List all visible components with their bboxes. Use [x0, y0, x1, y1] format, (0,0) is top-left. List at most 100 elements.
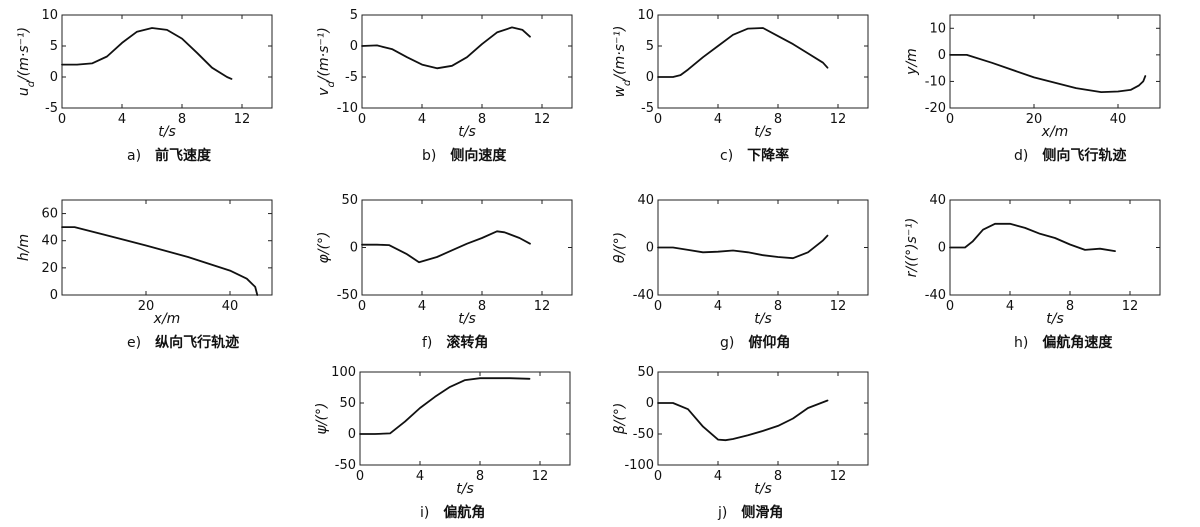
- y-tick-label: 0: [646, 396, 654, 411]
- x-tick-label: 8: [1066, 299, 1074, 314]
- y-tick-label: 10: [637, 8, 654, 23]
- x-axis-label: t/s: [158, 124, 176, 140]
- y-tick-label: -10: [337, 101, 358, 116]
- plot-frame: [61, 14, 273, 109]
- x-tick-label: 12: [534, 112, 551, 127]
- panel-title: 偏航角: [443, 504, 485, 521]
- chart-panel-5: 20 40 0 20 40 60 x/m h/m e) 纵向飞行轨迹: [16, 199, 273, 351]
- panel-caption: i) 偏航角: [420, 504, 485, 521]
- y-tick-label: 50: [341, 193, 358, 208]
- y-tick-label: 0: [348, 427, 356, 442]
- panel-title: 侧向飞行轨迹: [1042, 147, 1126, 164]
- y-tick-label: 50: [637, 365, 654, 380]
- plot-frame: [361, 14, 573, 109]
- panel-caption: c) 下降率: [720, 147, 789, 164]
- y-tick-label: -50: [337, 288, 358, 303]
- x-tick-label: 8: [178, 112, 186, 127]
- x-tick-label: 8: [476, 469, 484, 484]
- panel-caption: j) 侧滑角: [717, 504, 783, 521]
- panel-title: 纵向飞行轨迹: [155, 334, 239, 351]
- y-tick-label: 0: [350, 39, 358, 54]
- panel-title: 偏航角速度: [1042, 334, 1113, 351]
- x-tick-label: 40: [222, 299, 239, 314]
- panel-title: 滚转角: [446, 334, 488, 351]
- panel-caption: d) 侧向飞行轨迹: [1014, 147, 1126, 164]
- y-axis-label: ψ/(°): [314, 403, 330, 435]
- chart-panel-2: 0 4 8 12 -10 -5 0 5 t/s vd/(m·s⁻¹) b) 侧向速度: [316, 8, 573, 164]
- y-tick-label: 50: [339, 396, 356, 411]
- plot-frame: [657, 371, 869, 466]
- panel-caption: g) 俯仰角: [720, 334, 790, 351]
- plot-frame: [949, 199, 1161, 296]
- x-tick-label: 0: [946, 112, 954, 127]
- chart-panel-10: 0 4 8 12 -100 -50 0 50 t/s β/(°) j) 侧滑角: [612, 365, 869, 521]
- x-tick-label: 12: [830, 469, 847, 484]
- panel-caption: f) 滚转角: [422, 334, 488, 351]
- series-line: [657, 399, 829, 442]
- series-line: [61, 27, 233, 80]
- panel-caption: a) 前飞速度: [127, 147, 212, 164]
- y-axis-label: θ/(°): [612, 232, 628, 263]
- x-tick-label: 4: [714, 469, 722, 484]
- x-tick-label: 0: [654, 299, 662, 314]
- plot-frame: [949, 14, 1161, 109]
- series-line: [359, 377, 531, 435]
- x-axis-label: t/s: [456, 481, 474, 497]
- y-tick-label: 40: [637, 193, 654, 208]
- x-tick-label: 20: [1026, 112, 1043, 127]
- y-tick-label: -10: [925, 74, 946, 89]
- x-tick-label: 0: [654, 112, 662, 127]
- y-tick-label: -50: [633, 427, 654, 442]
- y-tick-label: 0: [350, 241, 358, 256]
- y-axis-label: ud/(m·s⁻¹): [16, 27, 37, 96]
- y-tick-label: 5: [50, 39, 58, 54]
- y-tick-label: 5: [646, 39, 654, 54]
- panel-letter: e): [127, 335, 141, 351]
- series-line: [949, 54, 1147, 93]
- y-tick-label: 10: [929, 21, 946, 36]
- y-tick-label: 100: [331, 365, 356, 380]
- panel-letter: j): [717, 505, 727, 521]
- x-tick-label: 4: [118, 112, 126, 127]
- x-axis-label: x/m: [1041, 124, 1069, 140]
- x-tick-label: 12: [1122, 299, 1139, 314]
- x-tick-label: 4: [714, 299, 722, 314]
- y-axis-label: h/m: [16, 234, 32, 261]
- x-axis-label: t/s: [754, 311, 772, 327]
- x-tick-label: 4: [418, 299, 426, 314]
- y-tick-label: 5: [350, 8, 358, 23]
- panel-letter: g): [720, 335, 734, 351]
- y-tick-label: -40: [633, 288, 654, 303]
- panel-letter: b): [422, 148, 436, 164]
- y-tick-label: 60: [41, 207, 58, 222]
- x-tick-label: 8: [774, 469, 782, 484]
- y-tick-label: 0: [646, 70, 654, 85]
- series-line: [61, 226, 259, 296]
- x-tick-label: 20: [138, 299, 155, 314]
- x-axis-label: x/m: [153, 311, 181, 327]
- chart-panel-4: 0 20 40 -20 -10 0 10 x/m y/m d) 侧向飞行轨迹: [904, 14, 1161, 164]
- panel-letter: i): [420, 505, 429, 521]
- series-line: [657, 27, 829, 78]
- y-tick-label: 20: [41, 261, 58, 276]
- panel-caption: b) 侧向速度: [422, 147, 507, 164]
- x-tick-label: 8: [774, 112, 782, 127]
- x-tick-label: 4: [1006, 299, 1014, 314]
- x-tick-label: 4: [418, 112, 426, 127]
- y-axis-label: r/((°)s⁻¹): [904, 218, 920, 278]
- panel-caption: e) 纵向飞行轨迹: [127, 334, 239, 351]
- panel-letter: c): [720, 148, 733, 164]
- x-tick-label: 4: [416, 469, 424, 484]
- plot-frame: [657, 14, 869, 109]
- x-tick-label: 0: [356, 469, 364, 484]
- x-axis-label: t/s: [754, 124, 772, 140]
- x-axis-label: t/s: [458, 311, 476, 327]
- panel-letter: f): [422, 335, 432, 351]
- series-line: [361, 26, 531, 70]
- y-tick-label: 0: [938, 48, 946, 63]
